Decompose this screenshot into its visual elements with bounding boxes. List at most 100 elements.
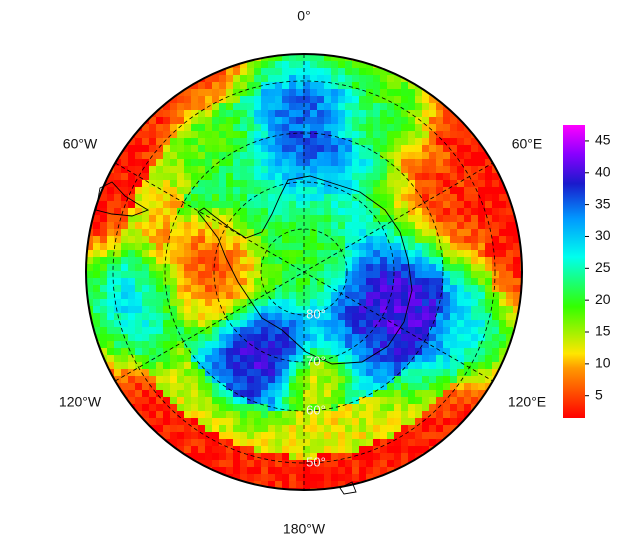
field-cell (205, 264, 212, 271)
field-cell (380, 215, 387, 222)
field-cell (471, 264, 478, 271)
colorbar-label: 40 (595, 163, 611, 179)
field-cell (163, 285, 170, 292)
field-cell (128, 334, 135, 341)
field-cell (373, 166, 380, 173)
field-cell (429, 327, 436, 334)
field-cell (219, 327, 226, 334)
field-cell (226, 89, 233, 96)
field-cell (303, 285, 310, 292)
field-cell (415, 173, 422, 180)
field-cell (492, 271, 499, 278)
field-cell (198, 222, 205, 229)
field-cell (142, 208, 149, 215)
field-cell (275, 257, 282, 264)
field-cell (170, 425, 177, 432)
field-cell (233, 236, 240, 243)
field-cell (492, 299, 499, 306)
field-cell (268, 173, 275, 180)
field-cell (184, 215, 191, 222)
field-cell (184, 187, 191, 194)
field-cell (443, 362, 450, 369)
field-cell (366, 341, 373, 348)
field-cell (219, 138, 226, 145)
field-cell (163, 201, 170, 208)
field-cell (324, 222, 331, 229)
field-cell (443, 271, 450, 278)
field-cell (457, 390, 464, 397)
field-cell (331, 201, 338, 208)
field-cell (422, 383, 429, 390)
field-cell (296, 376, 303, 383)
field-cell (149, 180, 156, 187)
field-cell (450, 124, 457, 131)
field-cell (345, 264, 352, 271)
field-cell (282, 145, 289, 152)
field-cell (296, 201, 303, 208)
field-cell (254, 488, 261, 490)
field-cell (226, 439, 233, 446)
field-cell (177, 292, 184, 299)
field-cell (338, 334, 345, 341)
field-cell (506, 201, 513, 208)
field-cell (422, 320, 429, 327)
field-cell (261, 285, 268, 292)
field-cell (373, 432, 380, 439)
field-cell (184, 264, 191, 271)
field-cell (359, 292, 366, 299)
field-cell (198, 418, 205, 425)
field-cell (422, 278, 429, 285)
field-cell (114, 355, 121, 362)
field-cell (352, 103, 359, 110)
field-cell (310, 236, 317, 243)
field-cell (359, 82, 366, 89)
field-cell (289, 271, 296, 278)
field-cell (450, 166, 457, 173)
field-cell (317, 68, 324, 75)
field-cell (457, 264, 464, 271)
field-cell (422, 446, 429, 453)
field-cell (135, 215, 142, 222)
field-cell (205, 152, 212, 159)
field-cell (338, 145, 345, 152)
field-cell (247, 250, 254, 257)
field-cell (149, 194, 156, 201)
field-cell (233, 138, 240, 145)
field-cell (212, 201, 219, 208)
field-cell (443, 131, 450, 138)
field-cell (184, 425, 191, 432)
field-cell (506, 236, 513, 243)
field-cell (100, 243, 107, 250)
field-cell (261, 474, 268, 481)
field-cell (170, 166, 177, 173)
field-cell (394, 418, 401, 425)
field-cell (205, 362, 212, 369)
field-cell (359, 243, 366, 250)
field-cell (373, 173, 380, 180)
field-cell (443, 159, 450, 166)
field-cell (408, 145, 415, 152)
field-cell (338, 376, 345, 383)
field-cell (387, 159, 394, 166)
field-cell (359, 222, 366, 229)
field-cell (499, 320, 506, 327)
field-cell (338, 264, 345, 271)
field-cell (359, 390, 366, 397)
field-cell (408, 82, 415, 89)
field-cell (163, 159, 170, 166)
field-cell (415, 383, 422, 390)
field-cell (338, 173, 345, 180)
field-cell (156, 411, 163, 418)
field-cell (499, 229, 506, 236)
field-cell (191, 439, 198, 446)
field-cell (345, 180, 352, 187)
field-cell (345, 313, 352, 320)
field-cell (100, 348, 107, 355)
field-cell (107, 341, 114, 348)
field-cell (338, 390, 345, 397)
field-cell (289, 103, 296, 110)
field-cell (163, 278, 170, 285)
field-cell (471, 362, 478, 369)
field-cell (373, 369, 380, 376)
field-cell (338, 180, 345, 187)
